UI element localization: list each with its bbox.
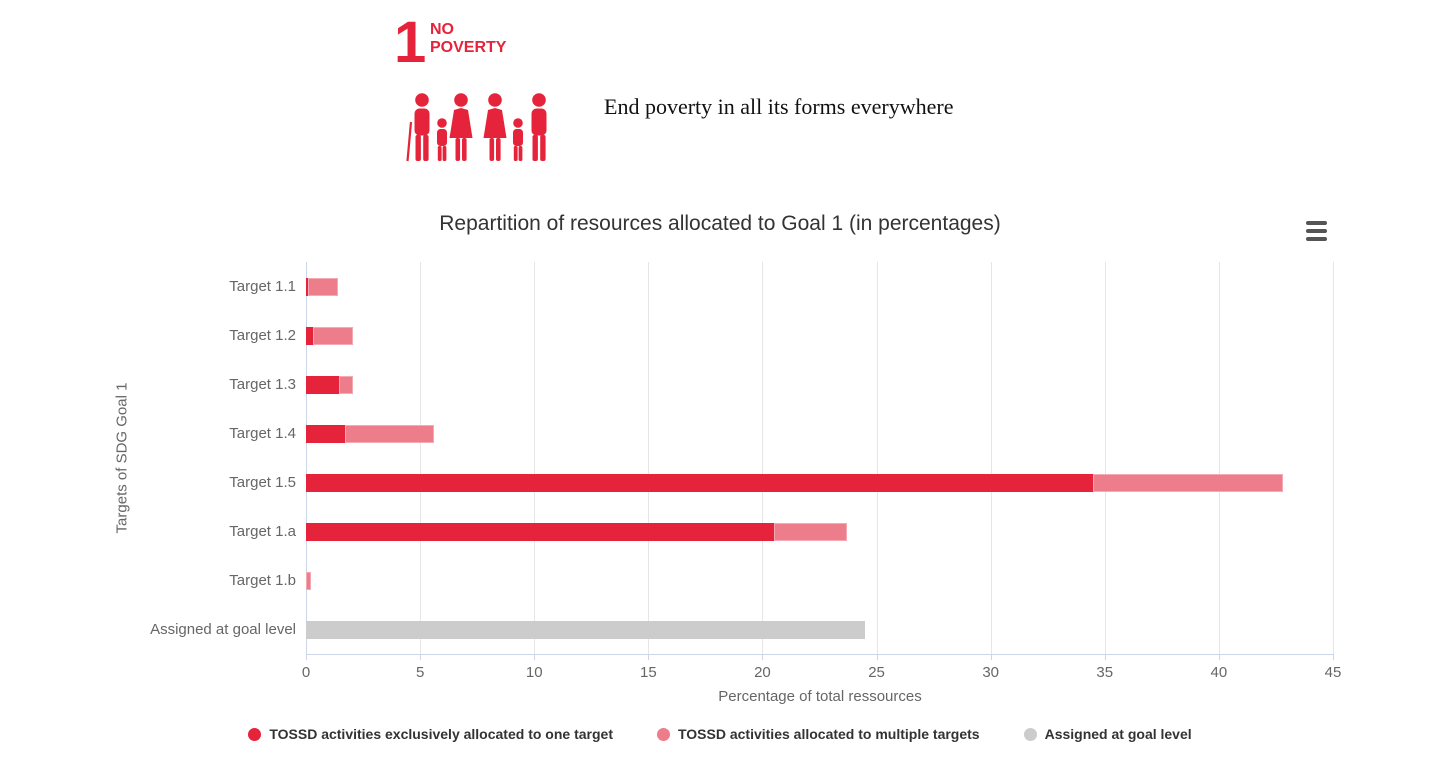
y-axis-category-label: Target 1.3 [229,376,296,393]
y-axis-category-label: Target 1.5 [229,474,296,491]
bar-segment-multiple-targets[interactable] [308,277,338,296]
x-axis-tick-label: 0 [301,664,311,681]
bar-segment-multiple-targets[interactable] [1093,473,1283,492]
bar-segment-multiple-targets[interactable] [306,571,311,590]
bar-segment-one-target[interactable] [306,277,309,296]
sdg-goal-name-line2: POVERTY [430,39,507,56]
bar-segment-one-target[interactable] [306,326,313,345]
y-axis-category-label: Target 1.a [229,523,296,540]
x-gridline [1218,262,1220,654]
x-gridline [876,262,878,654]
hamburger-icon [1306,221,1327,225]
legend-label: TOSSD activities exclusively allocated t… [269,726,613,742]
legend-label: Assigned at goal level [1044,726,1192,742]
bar-segment-one-target[interactable] [306,375,340,394]
sdg1-family-icon [406,93,547,162]
x-gridline [1333,262,1334,654]
x-axis-tick-label: 20 [754,664,771,681]
y-axis-category-labels: Target 1.1 Target 1.2 Target 1.3 Target 1.4… [0,262,296,654]
y-axis-category-label: Target 1.b [229,572,296,589]
x-axis-line [306,654,1334,655]
x-axis-tick-label: 5 [415,664,425,681]
x-gridline [1104,262,1106,654]
x-axis-tickmark [1333,655,1334,660]
x-axis-tick-label: 30 [982,664,999,681]
x-axis-tickmark [306,655,307,660]
x-axis-tick-label: 25 [868,664,885,681]
bar-segment-multiple-targets[interactable] [344,424,434,443]
y-axis-category-label: Assigned at goal level [150,621,296,638]
x-gridline [762,262,764,654]
x-axis-tick-label: 40 [1210,664,1228,681]
y-axis-category-label: Target 1.1 [229,278,296,295]
hamburger-icon [1306,237,1327,241]
legend-marker-icon [656,727,670,741]
x-axis-title: Percentage of total ressources [718,688,922,705]
x-axis-tick-label: 10 [525,664,543,681]
x-axis-tickmark [648,655,650,660]
x-axis-tickmark [1218,655,1220,660]
sdg-goal-number: 1 [394,10,426,75]
bar-segment-goal-level[interactable] [306,620,866,639]
legend-item[interactable]: TOSSD activities allocated to multiple t… [656,726,980,742]
sdg-goal-name: NO POVERTY [430,21,506,57]
plot-area [306,262,1340,660]
bar-segment-one-target[interactable] [306,473,1094,492]
x-axis-tickmark [762,655,764,660]
x-axis-tick-labels: 0 5 10 15 20 25 30 35 40 45 [302,664,1342,682]
x-axis-tickmark [1104,655,1106,660]
x-axis-tickmark [420,655,422,660]
bar-segment-one-target[interactable] [306,424,345,443]
y-axis-category-label: Target 1.4 [229,425,296,442]
bar-segment-multiple-targets[interactable] [773,522,847,541]
x-axis-tickmark [534,655,536,660]
x-axis-tick-label: 15 [639,664,657,681]
legend-label: TOSSD activities allocated to multiple t… [677,726,980,742]
chart-legend: TOSSD activities exclusively allocated t… [0,726,1440,742]
goal-subtitle: End poverty in all its forms everywhere [604,94,954,119]
bar-segment-multiple-targets[interactable] [312,326,353,345]
x-gridline [648,262,650,654]
x-axis-tick-label: 35 [1096,664,1114,681]
sdg-goal-name-line1: NO [430,21,454,38]
legend-item[interactable]: TOSSD activities exclusively allocated t… [248,726,613,742]
hamburger-icon [1306,229,1327,233]
x-axis-tick-label: 45 [1324,664,1342,681]
bar-segment-multiple-targets[interactable] [339,375,353,394]
x-gridline [534,262,536,654]
x-gridline [420,262,422,654]
legend-marker-icon [1023,727,1037,741]
legend-marker-icon [248,727,262,741]
bar-segment-one-target[interactable] [306,522,774,541]
x-gridline [990,262,992,654]
chart-context-menu-button[interactable] [1306,221,1330,241]
x-axis-tickmark [876,655,878,660]
chart-title: Repartition of resources allocated to Go… [439,212,1001,235]
y-axis-line [306,262,307,654]
y-axis-category-label: Target 1.2 [229,327,296,344]
x-axis-tickmark [990,655,992,660]
legend-item[interactable]: Assigned at goal level [1023,726,1192,742]
